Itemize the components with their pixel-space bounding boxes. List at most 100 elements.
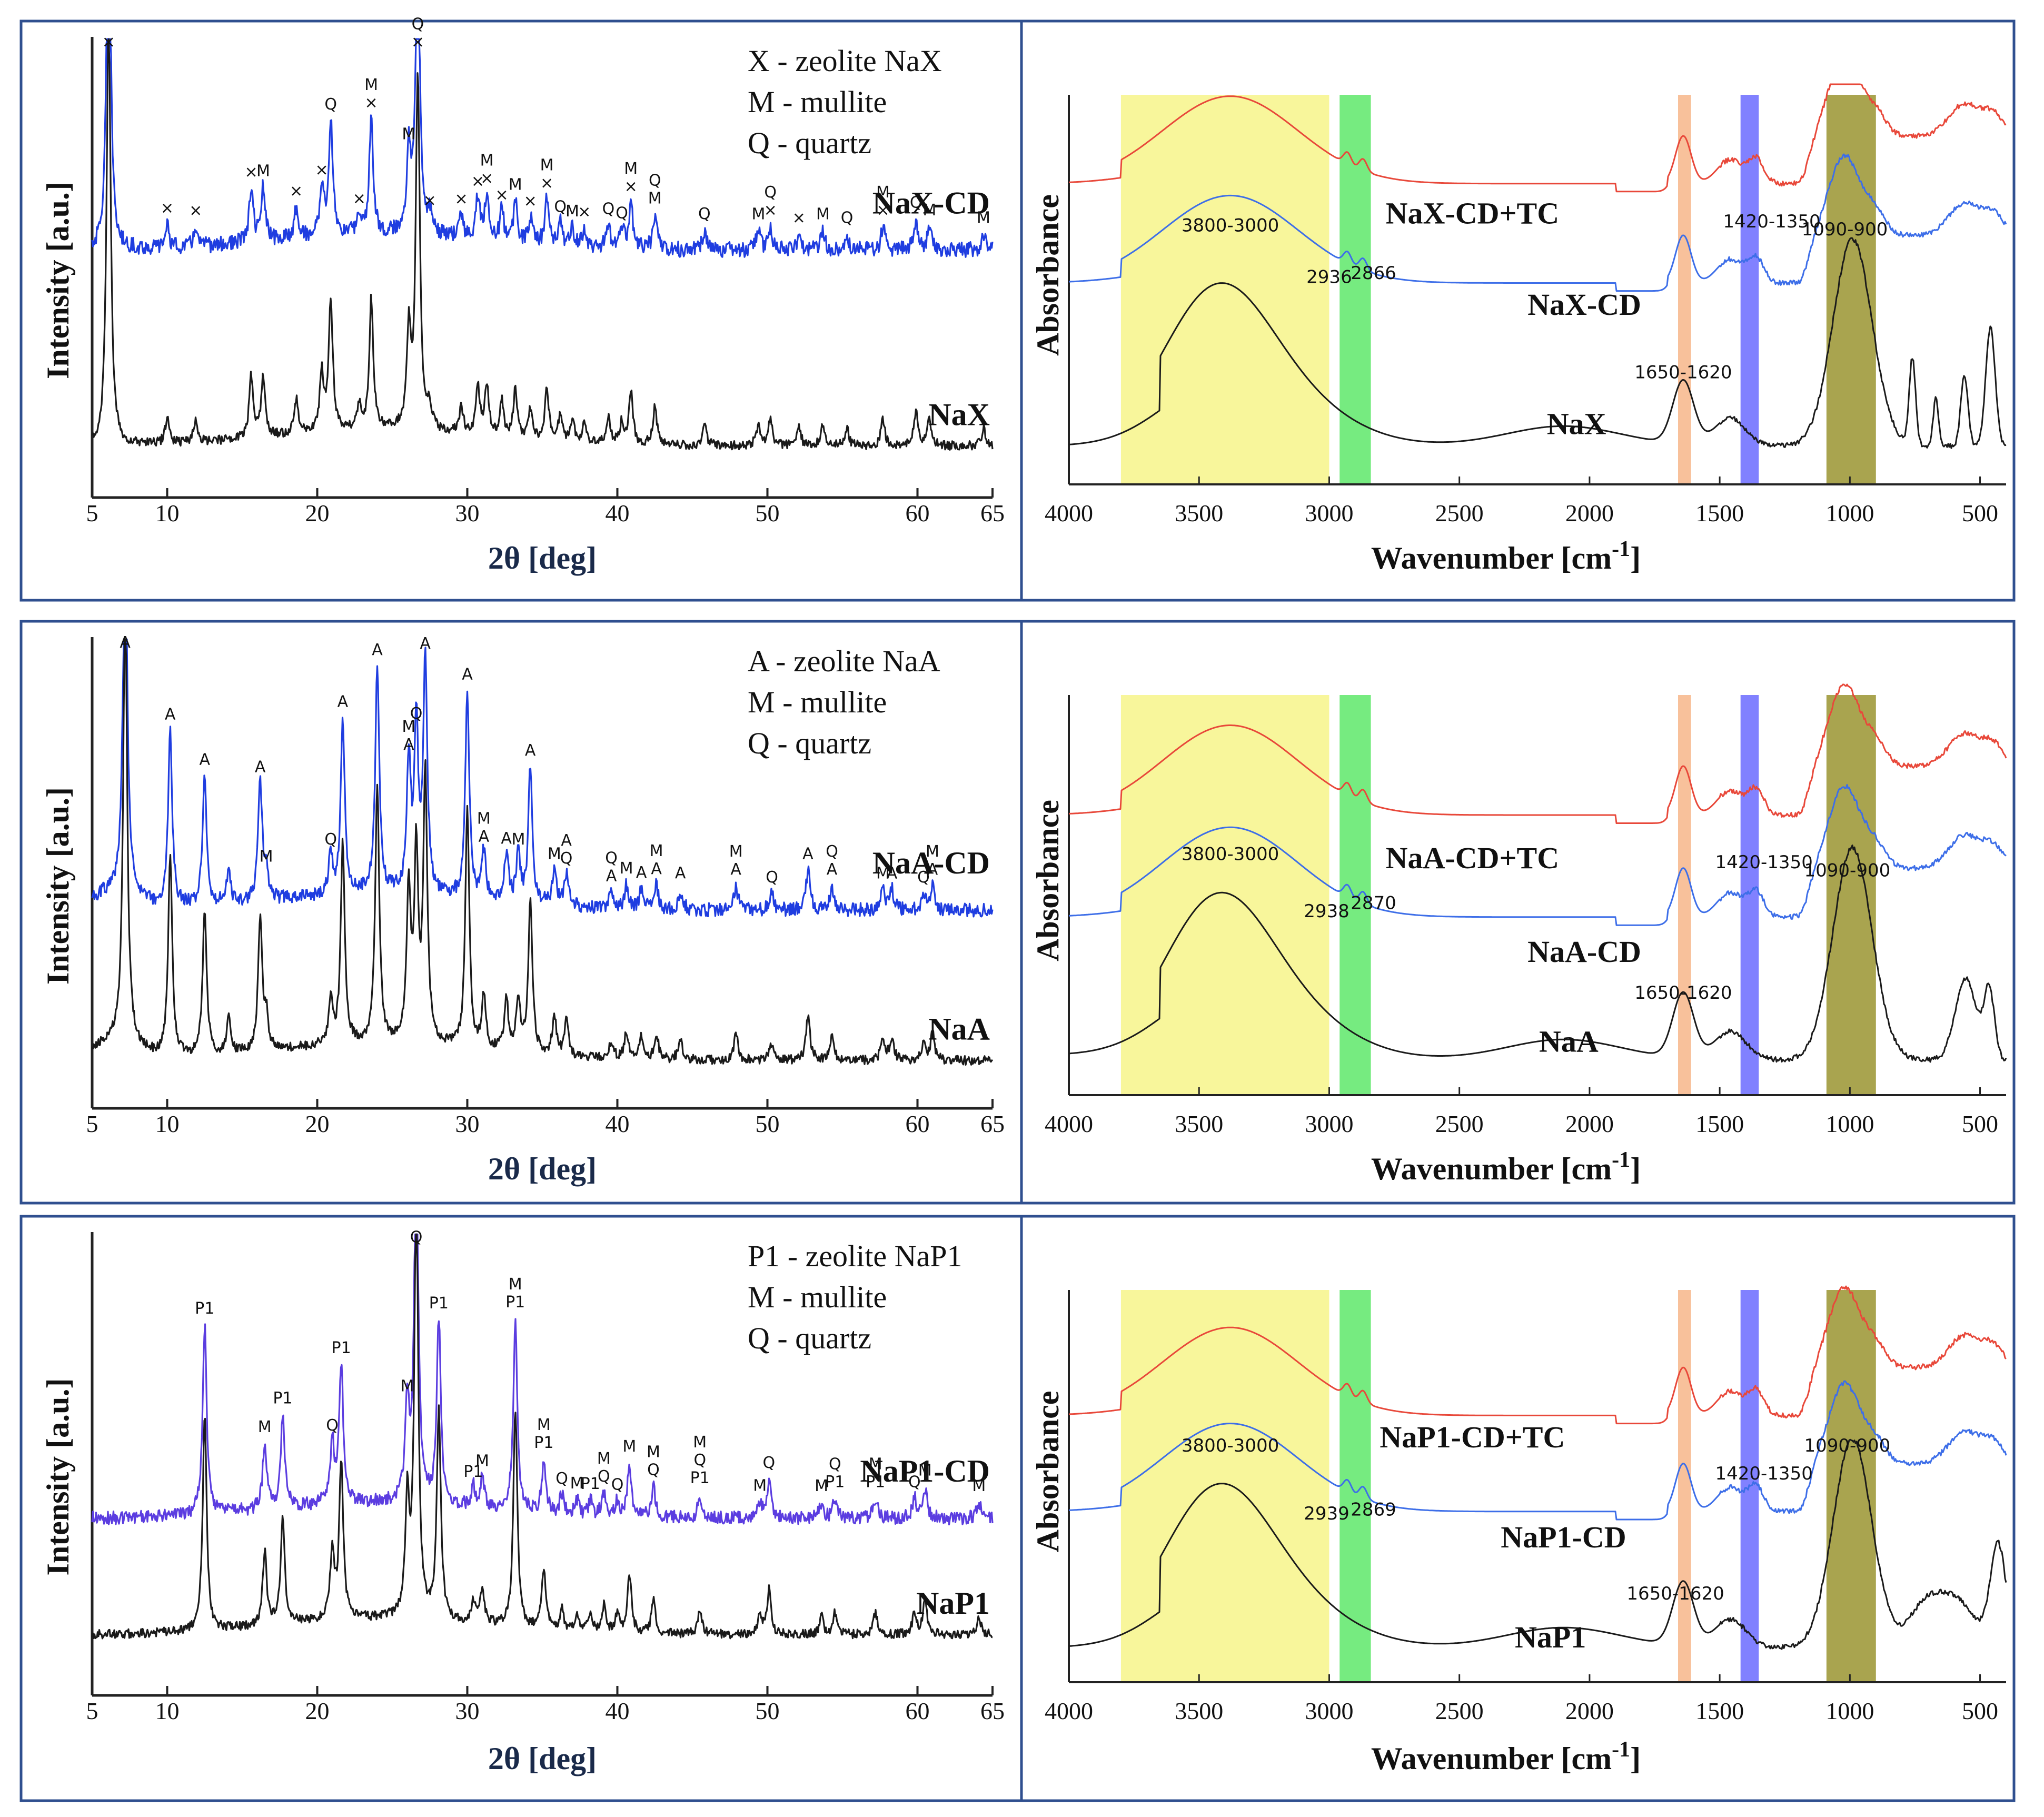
xrd-peak-label-part: ×: [161, 199, 174, 217]
xrd-peak-label-part: ×: [353, 190, 366, 208]
xrd-peak-label: M: [815, 1477, 828, 1495]
xrd-peak-label-part: P1: [534, 1434, 553, 1452]
xrd-tick-label: 30: [455, 500, 480, 527]
xrd-peak-label-part: Q: [698, 205, 711, 223]
xrd-peak-label: ×: [315, 161, 328, 180]
xrd-peak-label-part: P1: [273, 1389, 292, 1408]
ir-panel-2: 4000 3500 3000 2500 2000 1500 1000 500 Wavenumbe…: [1020, 19, 2016, 602]
xrd-peak-label: ×: [455, 190, 468, 208]
xrd-peak-label-part: Q: [763, 1454, 776, 1472]
ir-tick-label: 1500: [1695, 500, 1744, 527]
xrd-series-label: NaP1: [916, 1586, 990, 1621]
xrd-peak-label-part: Q: [410, 1228, 423, 1247]
ir-series-label: NaX: [1547, 406, 1606, 441]
xrd-peak-label-part: Q: [908, 1473, 921, 1491]
ir-peak-annotation: 2870: [1351, 892, 1396, 914]
xrd-peak-label-part: M: [753, 1477, 767, 1495]
xrd-series-label: NaA-CD: [872, 846, 990, 880]
xrd-peak-label: ×: [495, 186, 508, 204]
xrd-peak-label-part: P1: [195, 1299, 214, 1318]
xrd-peak-label-part: M: [648, 189, 662, 207]
xrd-peak-label-part: ×: [411, 33, 424, 51]
ir-frame: [1020, 620, 2016, 1205]
ir-band-label: 1090-900: [1802, 219, 1888, 240]
xrd-peak-label-part: P1: [690, 1469, 710, 1487]
ir-x-axis-label-main: Wavenumber [cm: [1371, 1151, 1612, 1186]
xrd-y-axis-label: Intensity [a.u.]: [41, 182, 75, 379]
xrd-peak-label-part: ×: [423, 191, 436, 210]
ir-tick-label: 3500: [1175, 1697, 1223, 1724]
xrd-peak-label-part: P1: [429, 1294, 449, 1313]
ir-series-label: NaP1-CD+TC: [1380, 1420, 1565, 1454]
ir-band-green: [1339, 95, 1371, 484]
xrd-peak-label-part: Q: [649, 171, 661, 190]
ir-band-label: 1090-900: [1804, 1435, 1891, 1456]
xrd-peak-label: ×: [102, 33, 115, 51]
ir-panel-4: 4000 3500 3000 2500 2000 1500 1000 500 Wavenumbe…: [1020, 620, 2016, 1205]
xrd-peak-label: M ×: [540, 156, 554, 192]
xrd-series-line: [91, 38, 994, 258]
xrd-peak-label: M: [918, 1462, 932, 1480]
xrd-tick-label: 40: [606, 500, 630, 527]
xrd-peak-label: P1: [273, 1389, 292, 1408]
ir-band-yellow: [1120, 695, 1329, 1095]
ir-series-line: [1068, 845, 2007, 1063]
xrd-peak-label: ×: [792, 209, 806, 227]
xrd-peak-label: A: [372, 641, 383, 659]
xrd-x-axis-label: 2θ [deg]: [488, 1741, 597, 1776]
xrd-series-line: [91, 38, 994, 451]
xrd-peak-label-part: M: [256, 162, 270, 181]
xrd-peak-label: M ×: [624, 160, 638, 196]
xrd-x-axis-label: 2θ [deg]: [488, 1151, 597, 1186]
xrd-tick-label: 5: [86, 500, 98, 527]
ir-tick-label: 2500: [1435, 1110, 1484, 1137]
ir-band-label: 1420-1350: [1715, 1463, 1813, 1484]
ir-series-line: [1068, 1285, 2007, 1425]
ir-tick-label: 3000: [1305, 1697, 1353, 1724]
ir-band-olive: [1826, 1290, 1876, 1682]
xrd-peak-label: M ×: [480, 151, 494, 187]
xrd-peak-label-part: P1: [463, 1463, 483, 1481]
xrd-peak-label-part: A: [827, 860, 838, 879]
xrd-peak-label-part: M: [815, 1477, 828, 1495]
ir-x-axis-label: Wavenumber [cm-1]: [1371, 1737, 1641, 1776]
ir-tick-label: 500: [1962, 1110, 1998, 1137]
ir-band-label: 1090-900: [1804, 860, 1891, 881]
xrd-peak-label-part: Q: [598, 1467, 610, 1486]
xrd-legend-entry: M - mullite: [748, 685, 887, 719]
xrd-peak-label-part: A: [338, 692, 349, 711]
xrd-tick-label: 50: [756, 1697, 780, 1724]
xrd-peak-label: M: [922, 201, 936, 220]
xrd-peak-label: A: [199, 750, 210, 769]
xrd-peak-label-part: M: [693, 1433, 707, 1452]
xrd-peak-label-part: A: [372, 641, 383, 659]
xrd-series-label: NaP1-CD: [860, 1454, 990, 1488]
xrd-peak-label-part: A: [255, 758, 266, 776]
xrd-peak-label: M P1: [866, 1455, 885, 1491]
xrd-peak-label-part: M: [364, 76, 378, 94]
xrd-peak-label-part: Q: [560, 849, 573, 868]
ir-tick-label: 1500: [1695, 1697, 1744, 1724]
xrd-peak-label-part: ×: [365, 94, 378, 112]
xrd-peak-label-part: A: [501, 829, 512, 848]
xrd-peak-label-part: A: [606, 867, 617, 885]
xrd-tick-label: 50: [756, 1110, 780, 1137]
xrd-peak-label: M: [401, 1377, 414, 1395]
xrd-peak-label: ×: [290, 182, 303, 201]
xrd-peak-label: Q: [766, 868, 778, 887]
ir-band-orange: [1678, 1290, 1691, 1682]
ir-series-label: NaX-CD: [1527, 287, 1641, 322]
xrd-legend-entry: Q - quartz: [748, 726, 871, 760]
xrd-peak-label-part: A: [462, 665, 473, 683]
ir-tick-label: 4000: [1045, 500, 1093, 527]
xrd-legend-entry: P1 - zeolite NaP1: [748, 1239, 963, 1273]
xrd-peak-label: ×: [161, 199, 174, 217]
xrd-tick-label: 20: [305, 1697, 330, 1724]
